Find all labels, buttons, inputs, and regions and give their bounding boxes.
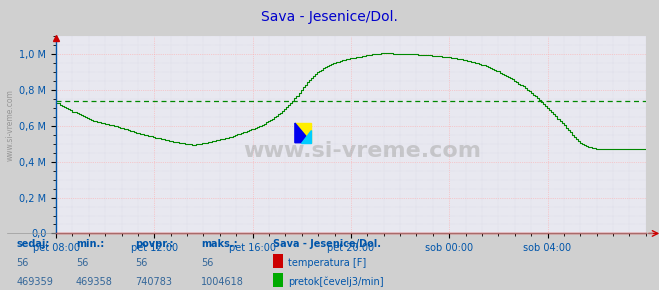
Polygon shape xyxy=(295,123,312,143)
Text: 469358: 469358 xyxy=(76,277,113,287)
Text: 740783: 740783 xyxy=(135,277,172,287)
Text: povpr.:: povpr.: xyxy=(135,239,173,249)
Text: 1004618: 1004618 xyxy=(201,277,244,287)
Text: maks.:: maks.: xyxy=(201,239,238,249)
Text: min.:: min.: xyxy=(76,239,104,249)
Text: Sava - Jesenice/Dol.: Sava - Jesenice/Dol. xyxy=(273,239,382,249)
Text: www.si-vreme.com: www.si-vreme.com xyxy=(5,89,14,161)
Text: pretok[čevelj3/min]: pretok[čevelj3/min] xyxy=(288,277,384,287)
Text: Sava - Jesenice/Dol.: Sava - Jesenice/Dol. xyxy=(261,10,398,24)
Text: 56: 56 xyxy=(76,258,88,268)
Text: sedaj:: sedaj: xyxy=(16,239,50,249)
Text: 56: 56 xyxy=(201,258,214,268)
Polygon shape xyxy=(295,123,312,143)
Text: 56: 56 xyxy=(135,258,148,268)
Polygon shape xyxy=(301,130,312,143)
Text: 56: 56 xyxy=(16,258,29,268)
Text: www.si-vreme.com: www.si-vreme.com xyxy=(244,141,482,161)
Text: temperatura [F]: temperatura [F] xyxy=(288,258,366,268)
Text: 469359: 469359 xyxy=(16,277,53,287)
